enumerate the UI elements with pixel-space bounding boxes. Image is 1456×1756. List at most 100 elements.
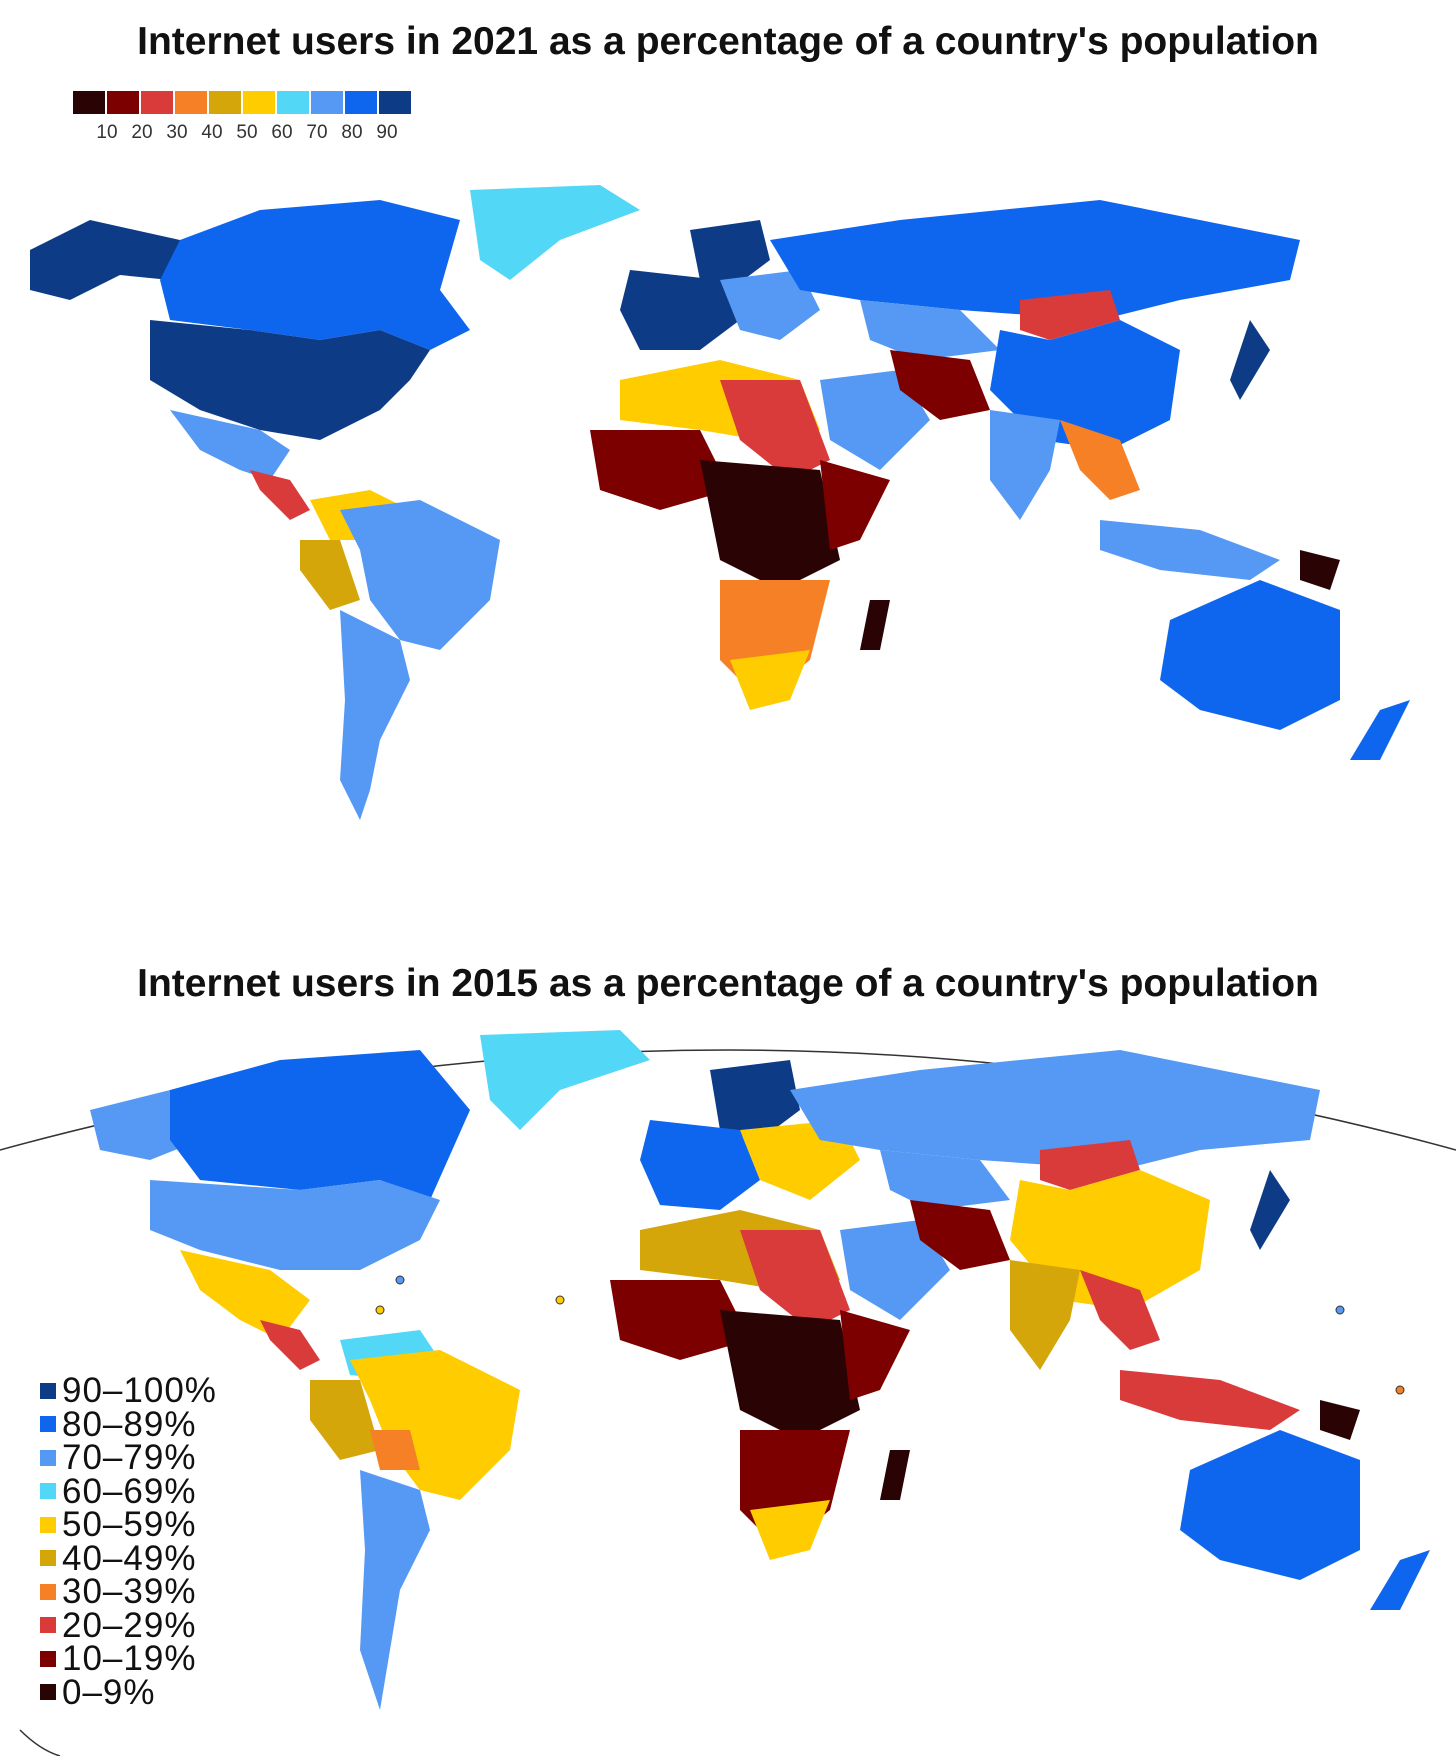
region-australia	[1180, 1430, 1360, 1580]
legend-label: 70–79%	[62, 1438, 197, 1478]
region-madagascar	[860, 600, 890, 650]
scale-tick: 30	[166, 122, 188, 143]
region-western-europe	[640, 1120, 760, 1210]
legend-label: 60–69%	[62, 1471, 197, 1511]
region-middle-east	[840, 1220, 950, 1320]
map-outline-bottom	[19, 1729, 61, 1756]
scale-tick: 90	[376, 122, 398, 143]
region-southeast-asia	[1080, 1270, 1160, 1350]
scale-swatch-5	[242, 90, 276, 115]
legend-item: 40–49%	[40, 1538, 217, 1578]
legend-item: 20–29%	[40, 1605, 217, 1645]
region-south-africa	[730, 650, 810, 710]
scale-tick: 40	[201, 122, 223, 143]
region-south-africa	[750, 1500, 830, 1560]
legend-swatch	[40, 1449, 56, 1466]
legend-swatch	[40, 1550, 56, 1567]
scale-tick: 10	[96, 122, 118, 143]
scale-swatch-3	[174, 90, 208, 115]
region-canada	[170, 1050, 470, 1200]
region-mexico	[180, 1250, 310, 1340]
region-india	[1010, 1260, 1080, 1370]
region-east-africa	[820, 460, 890, 550]
region-eastern-europe	[720, 270, 820, 340]
region-bolivia	[370, 1430, 420, 1470]
region-central-america	[250, 470, 310, 520]
region-new-zealand	[1350, 700, 1410, 760]
legend-swatch	[40, 1650, 56, 1667]
legend-item: 10–19%	[40, 1639, 217, 1679]
map-2015-title: Internet users in 2015 as a percentage o…	[137, 962, 1319, 1005]
region-usa	[150, 1180, 440, 1270]
scale-swatch-9	[378, 90, 412, 115]
legend-label: 30–39%	[62, 1572, 197, 1612]
region-iran-afghanistan	[890, 350, 990, 420]
legend-item: 60–69%	[40, 1471, 217, 1511]
legend-label: 20–29%	[62, 1605, 197, 1645]
region-central-africa	[720, 1310, 860, 1440]
region-scandinavia	[690, 220, 770, 290]
legend-swatch	[40, 1516, 56, 1533]
legend-item: 90–100%	[40, 1371, 217, 1411]
world-map-2021	[30, 185, 1410, 820]
legend-label: 90–100%	[62, 1371, 217, 1411]
region-alaska	[30, 220, 180, 300]
legend-swatch	[40, 1684, 56, 1701]
region-central-america	[260, 1320, 320, 1370]
region-brazil	[340, 500, 500, 650]
scale-swatch-4	[208, 90, 242, 115]
region-mexico	[170, 410, 290, 480]
region-papua	[1320, 1400, 1360, 1440]
region-greenland	[480, 1030, 650, 1130]
region-greenland	[470, 185, 640, 280]
region-west-africa	[610, 1280, 750, 1360]
legend-label: 50–59%	[62, 1505, 197, 1545]
region-australia	[1160, 580, 1340, 730]
region-libya-sudan	[720, 380, 830, 480]
region-west-africa	[590, 430, 730, 510]
scale-swatch-2	[140, 90, 174, 115]
scale-tick: 50	[236, 122, 258, 143]
region-iran-afghanistan	[910, 1200, 1010, 1270]
region-indonesia	[1100, 520, 1280, 580]
scale-swatch-0	[72, 90, 106, 115]
island-marker	[1395, 1385, 1405, 1395]
region-new-zealand	[1370, 1550, 1430, 1610]
region-western-europe	[620, 270, 740, 350]
region-japan	[1250, 1170, 1290, 1250]
legend-swatch	[40, 1483, 56, 1500]
map-2015-legend: 90–100% 80–89% 70–79% 60–69% 50–59% 40–4…	[40, 1371, 217, 1710]
scale-swatch-1	[106, 90, 140, 115]
color-scale-ticks: 10 20 30 40 50 60 70 80 90	[72, 122, 420, 146]
legend-item: 50–59%	[40, 1505, 217, 1545]
region-east-africa	[840, 1310, 910, 1400]
region-papua	[1300, 550, 1340, 590]
region-southern-cone	[340, 610, 410, 820]
region-japan	[1230, 320, 1270, 400]
region-middle-east	[820, 370, 930, 470]
scale-swatch-7	[310, 90, 344, 115]
region-peru	[310, 1380, 380, 1460]
scale-swatch-8	[344, 90, 378, 115]
legend-swatch	[40, 1416, 56, 1433]
scale-swatch-6	[276, 90, 310, 115]
region-russia	[770, 200, 1300, 320]
region-mongolia	[1020, 290, 1120, 340]
region-peru	[300, 540, 360, 610]
island-marker	[395, 1275, 405, 1285]
legend-item: 70–79%	[40, 1438, 217, 1478]
region-central-africa	[700, 460, 840, 590]
region-indonesia	[1120, 1370, 1300, 1430]
region-kazakhstan	[880, 1150, 1010, 1210]
scale-tick: 20	[131, 122, 153, 143]
legend-swatch	[40, 1382, 56, 1399]
region-southern-cone	[360, 1470, 430, 1710]
legend-label: 10–19%	[62, 1639, 197, 1679]
region-usa	[150, 320, 430, 440]
legend-swatch	[40, 1617, 56, 1634]
legend-label: 40–49%	[62, 1538, 197, 1578]
region-scandinavia	[710, 1060, 800, 1140]
region-brazil	[350, 1350, 520, 1500]
legend-label: 80–89%	[62, 1404, 197, 1444]
region-egypt-libya	[740, 1230, 850, 1330]
